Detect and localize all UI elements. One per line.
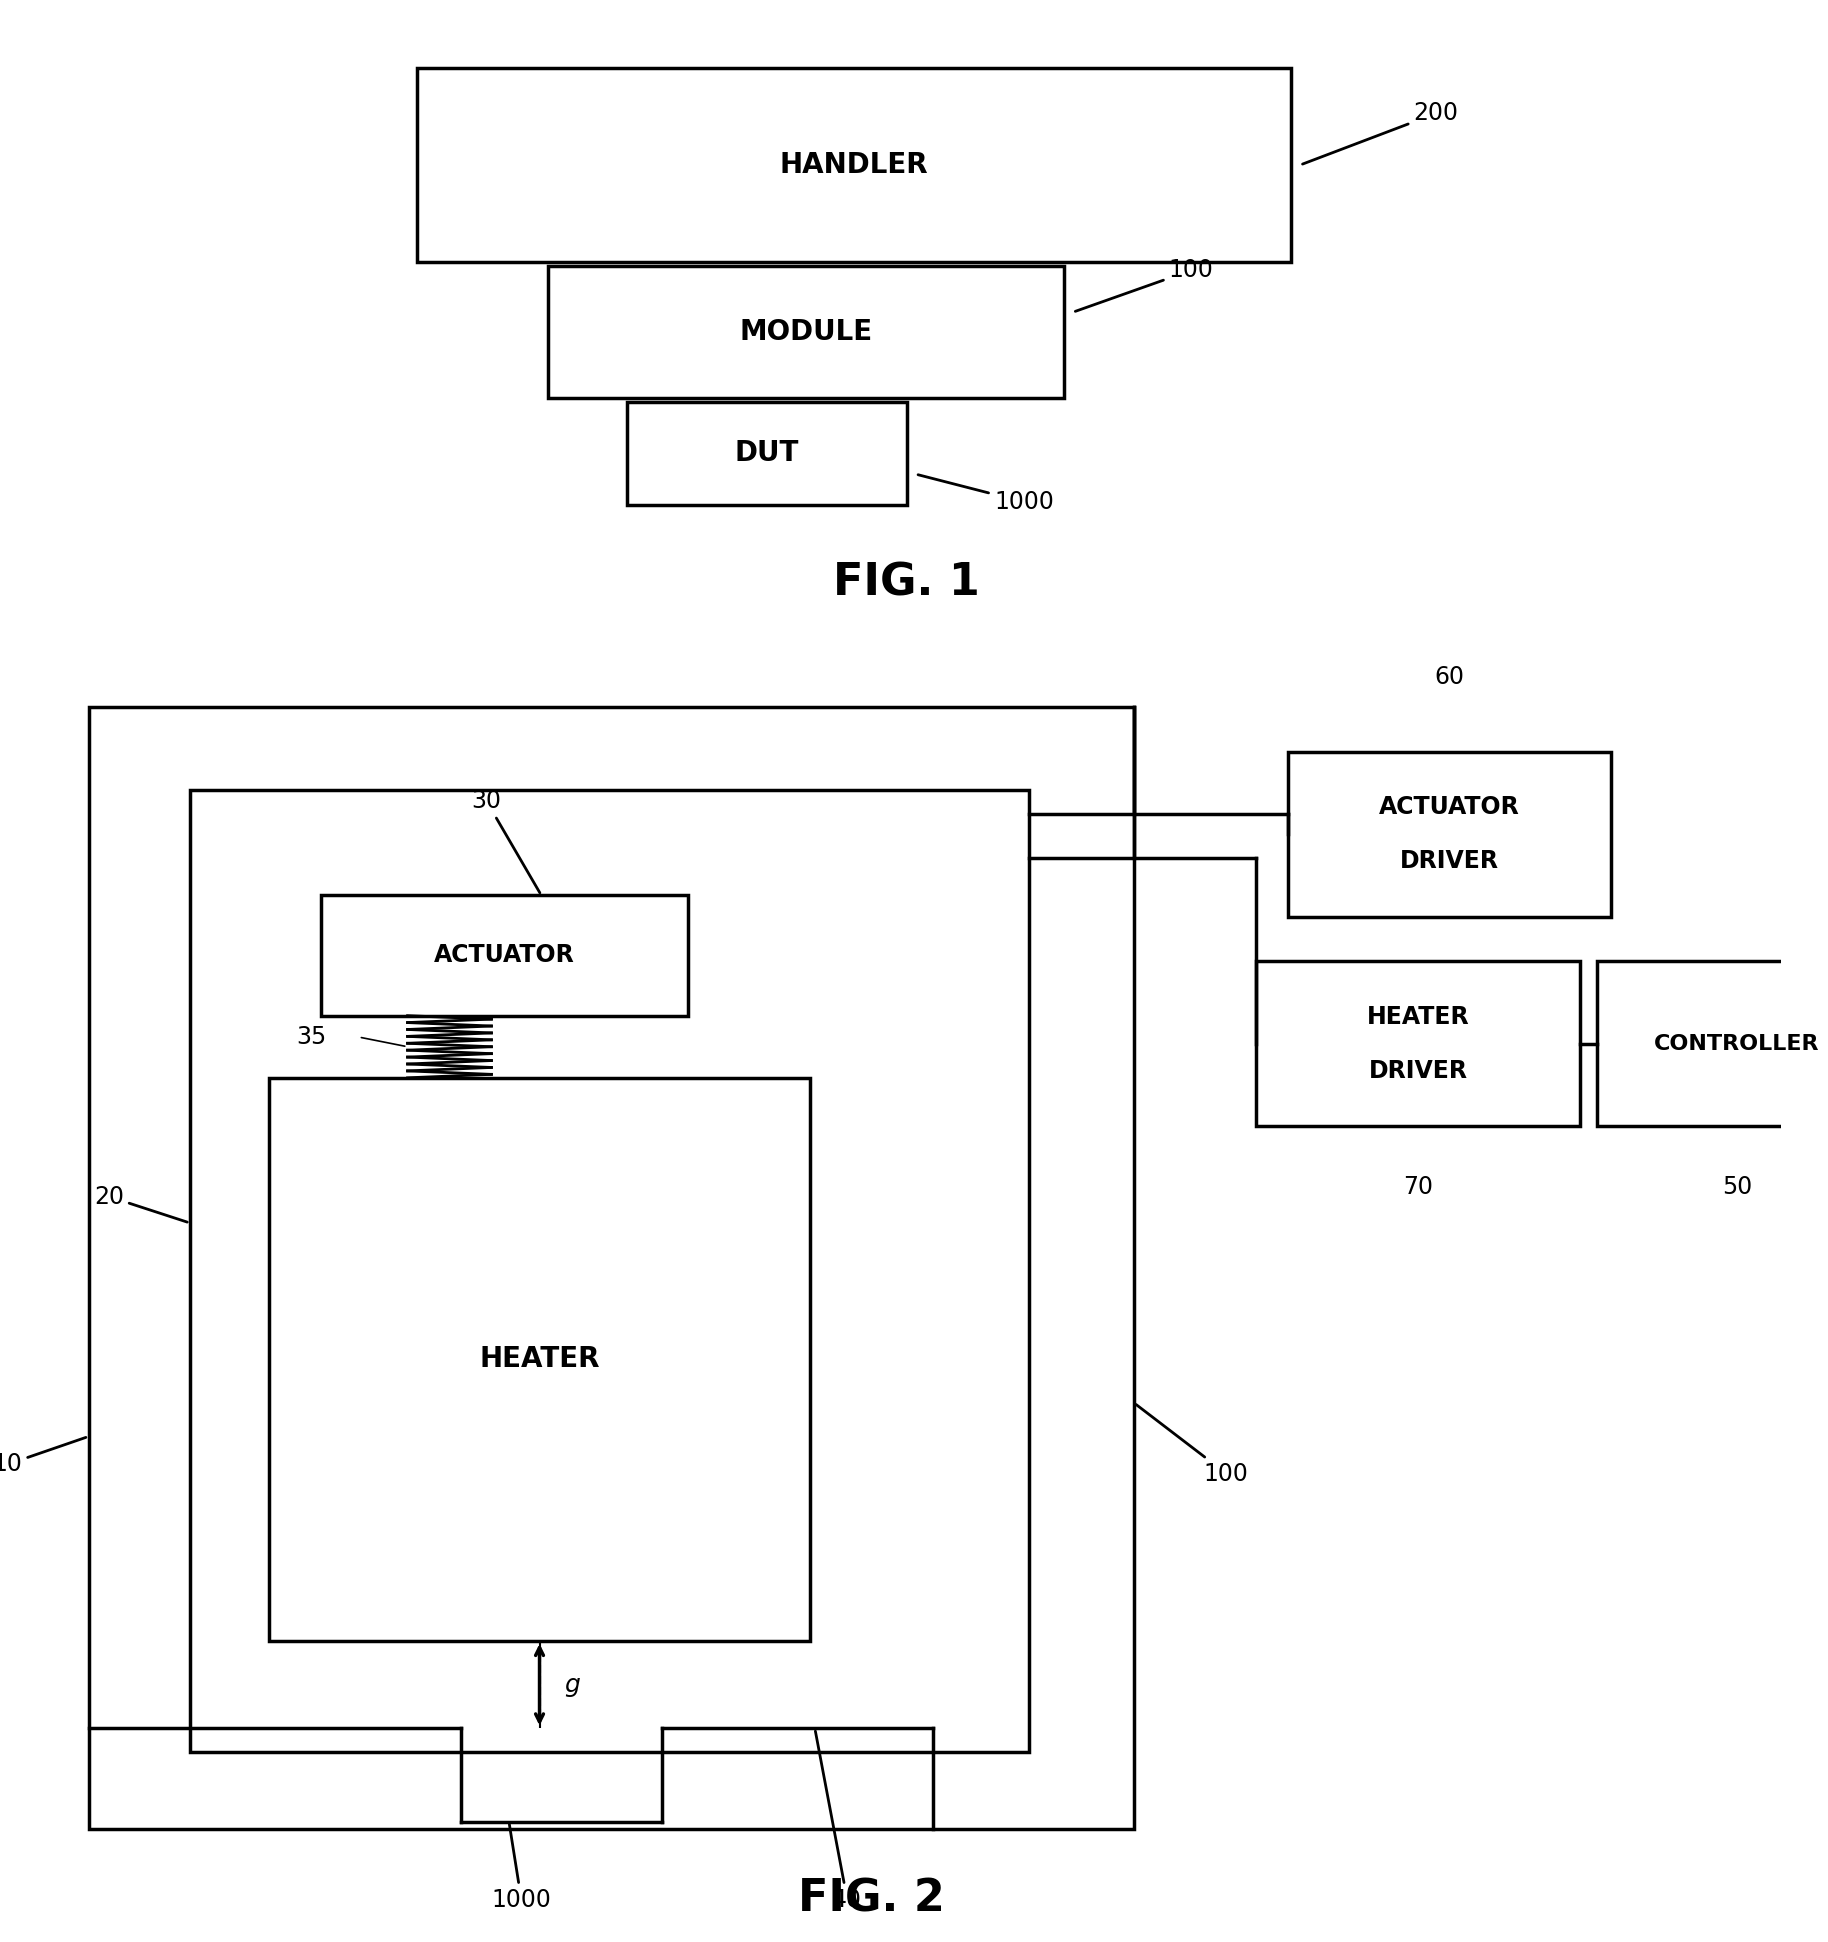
- Text: DRIVER: DRIVER: [1369, 1058, 1468, 1084]
- Text: 200: 200: [1303, 101, 1459, 163]
- Text: 100: 100: [1135, 1404, 1249, 1486]
- Bar: [269, 1078, 810, 1641]
- Text: 1000: 1000: [492, 1824, 552, 1913]
- Text: MODULE: MODULE: [740, 318, 872, 346]
- Bar: [548, 266, 1064, 398]
- Bar: [88, 707, 1133, 1829]
- Text: 10: 10: [0, 1437, 86, 1476]
- Text: g: g: [565, 1672, 579, 1697]
- Bar: [417, 68, 1291, 262]
- Text: 60: 60: [1435, 664, 1464, 689]
- Text: HEATER: HEATER: [1367, 1004, 1470, 1029]
- Text: HANDLER: HANDLER: [781, 151, 929, 179]
- Bar: [1598, 961, 1828, 1126]
- Bar: [190, 790, 1029, 1752]
- Text: CONTROLLER: CONTROLLER: [1654, 1033, 1819, 1055]
- Bar: [322, 895, 687, 1016]
- Text: ACTUATOR: ACTUATOR: [435, 944, 576, 967]
- Text: HEATER: HEATER: [479, 1346, 600, 1373]
- Text: FIG. 2: FIG. 2: [799, 1878, 945, 1921]
- Bar: [1256, 961, 1579, 1126]
- Text: 30: 30: [472, 788, 539, 893]
- Text: DUT: DUT: [735, 439, 799, 468]
- Text: 50: 50: [1722, 1175, 1751, 1200]
- Text: 35: 35: [296, 1025, 327, 1049]
- Text: FIG. 1: FIG. 1: [834, 561, 980, 604]
- Text: 20: 20: [93, 1185, 186, 1222]
- Bar: [1287, 752, 1610, 917]
- Text: 1000: 1000: [918, 474, 1055, 515]
- Text: ACTUATOR: ACTUATOR: [1378, 794, 1519, 820]
- Bar: [627, 402, 907, 505]
- Text: 70: 70: [1402, 1175, 1433, 1200]
- Text: 100: 100: [1075, 258, 1214, 311]
- Text: DRIVER: DRIVER: [1400, 849, 1499, 874]
- Text: 40: 40: [815, 1730, 863, 1913]
